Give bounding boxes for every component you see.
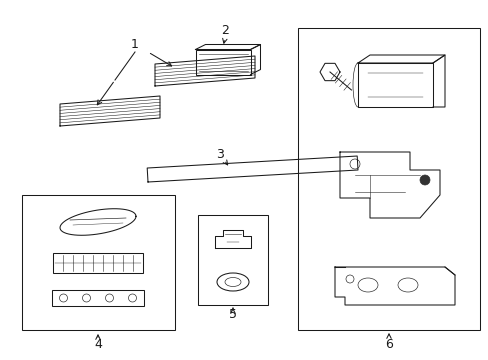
Text: 2: 2: [221, 23, 228, 36]
Bar: [195, 49, 250, 75]
Bar: [22, 195, 175, 330]
Text: 4: 4: [94, 338, 102, 351]
Text: 3: 3: [216, 148, 224, 162]
Text: 1: 1: [131, 39, 139, 51]
Circle shape: [419, 175, 429, 185]
Bar: [53, 253, 142, 273]
Bar: [198, 215, 267, 305]
Text: 6: 6: [384, 338, 392, 351]
Bar: [52, 290, 143, 306]
Text: 5: 5: [228, 309, 237, 321]
Bar: [297, 28, 479, 330]
